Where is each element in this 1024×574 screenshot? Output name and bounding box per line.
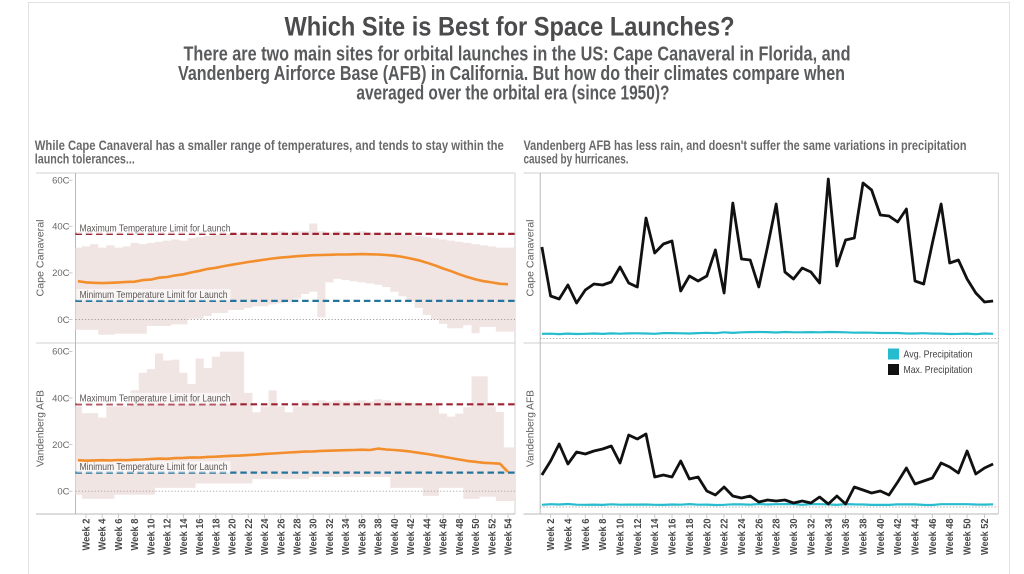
svg-text:60C: 60C [52, 347, 70, 358]
svg-text:averaged over the orbital era: averaged over the orbital era (since 195… [356, 83, 669, 105]
svg-text:Week 14: Week 14 [650, 518, 661, 555]
svg-text:Minimum Temperature Limit for: Minimum Temperature Limit for Launch [80, 290, 228, 301]
svg-text:Week 50: Week 50 [963, 518, 974, 555]
svg-text:Week 30: Week 30 [789, 518, 800, 555]
svg-text:Week 12: Week 12 [633, 518, 644, 555]
svg-text:Week 48: Week 48 [455, 518, 466, 555]
svg-text:Week 42: Week 42 [893, 518, 904, 555]
svg-text:Week 2: Week 2 [82, 518, 93, 550]
svg-text:Week 40: Week 40 [390, 518, 401, 555]
svg-text:Week 8: Week 8 [130, 518, 141, 550]
svg-text:Week 46: Week 46 [928, 518, 939, 555]
svg-text:Week 32: Week 32 [325, 518, 336, 555]
svg-text:While Cape Canaveral has a sma: While Cape Canaveral has a smaller range… [35, 138, 504, 153]
svg-text:Week 50: Week 50 [471, 518, 482, 555]
svg-text:Week 10: Week 10 [146, 518, 157, 555]
svg-text:Week 18: Week 18 [685, 518, 696, 555]
svg-text:Week 54: Week 54 [504, 518, 515, 555]
svg-text:40C: 40C [52, 222, 70, 233]
svg-text:Week 30: Week 30 [309, 518, 320, 555]
svg-text:Week 38: Week 38 [859, 518, 870, 555]
svg-text:Week 22: Week 22 [244, 518, 255, 555]
svg-text:Week 52: Week 52 [980, 518, 991, 555]
svg-text:Week 28: Week 28 [772, 518, 783, 555]
svg-text:Which Site is Best for Space L: Which Site is Best for Space Launches? [285, 12, 735, 42]
svg-text:0C: 0C [57, 487, 69, 498]
svg-text:Week 34: Week 34 [341, 518, 352, 555]
svg-text:Week 14: Week 14 [179, 518, 190, 555]
svg-text:Week 18: Week 18 [211, 518, 222, 555]
svg-text:Week 4: Week 4 [98, 518, 109, 550]
svg-text:Week 26: Week 26 [276, 518, 287, 555]
svg-text:Week 24: Week 24 [260, 518, 271, 555]
svg-text:40C: 40C [52, 393, 70, 404]
svg-text:Week 48: Week 48 [945, 518, 956, 555]
svg-text:Week 20: Week 20 [228, 518, 239, 555]
svg-text:Vandenberg AFB: Vandenberg AFB [525, 390, 537, 467]
svg-text:Week 8: Week 8 [598, 518, 609, 550]
svg-text:There are two main sites for o: There are two main sites for orbital lau… [184, 44, 851, 66]
svg-text:Week 34: Week 34 [824, 518, 835, 555]
svg-text:60C: 60C [52, 176, 70, 187]
svg-text:Week 24: Week 24 [737, 518, 748, 555]
svg-text:20C: 20C [52, 440, 70, 451]
svg-text:Vandenberg Airforce Base (AFB): Vandenberg Airforce Base (AFB) in Califo… [178, 63, 845, 85]
svg-text:Week 52: Week 52 [487, 518, 498, 555]
svg-text:Minimum Temperature Limit for: Minimum Temperature Limit for Launch [80, 462, 228, 473]
svg-text:20C: 20C [52, 268, 70, 279]
svg-text:Week 12: Week 12 [163, 518, 174, 555]
svg-text:Week 20: Week 20 [702, 518, 713, 555]
svg-text:Week 44: Week 44 [911, 518, 922, 555]
svg-text:Avg. Precipitation: Avg. Precipitation [904, 349, 973, 361]
svg-text:Week 44: Week 44 [422, 518, 433, 555]
svg-text:Week 16: Week 16 [668, 518, 679, 555]
svg-text:Week 26: Week 26 [754, 518, 765, 555]
svg-text:Max. Precipitation: Max. Precipitation [904, 364, 973, 376]
svg-text:Week 32: Week 32 [806, 518, 817, 555]
svg-text:Week 6: Week 6 [581, 518, 592, 550]
svg-text:Week 36: Week 36 [841, 518, 852, 555]
svg-text:Maximum Temperature Limit for: Maximum Temperature Limit for Launch [80, 394, 231, 405]
svg-text:0C: 0C [57, 315, 69, 326]
svg-text:Cape Canaveral: Cape Canaveral [35, 220, 47, 297]
svg-text:Cape Canaveral: Cape Canaveral [525, 220, 537, 297]
svg-text:Week 42: Week 42 [406, 518, 417, 555]
svg-text:Week 36: Week 36 [357, 518, 368, 555]
svg-text:Week 28: Week 28 [293, 518, 304, 555]
svg-text:Week 46: Week 46 [439, 518, 450, 555]
svg-text:Week 22: Week 22 [720, 518, 731, 555]
svg-text:caused by hurricanes.: caused by hurricanes. [524, 152, 629, 167]
svg-text:Maximum Temperature Limit for: Maximum Temperature Limit for Launch [80, 223, 231, 234]
svg-text:Week 10: Week 10 [616, 518, 627, 555]
svg-text:Week 4: Week 4 [563, 518, 574, 550]
svg-text:Week 16: Week 16 [195, 518, 206, 555]
svg-text:launch tolerances...: launch tolerances... [35, 152, 135, 167]
svg-text:Vandenberg AFB has less rain,: Vandenberg AFB has less rain, and doesn'… [524, 138, 967, 153]
svg-text:Week 2: Week 2 [546, 518, 557, 550]
svg-text:Week 40: Week 40 [876, 518, 887, 555]
svg-text:Week 6: Week 6 [114, 518, 125, 550]
svg-text:Week 38: Week 38 [374, 518, 385, 555]
svg-text:Vandenberg AFB: Vandenberg AFB [35, 390, 47, 467]
